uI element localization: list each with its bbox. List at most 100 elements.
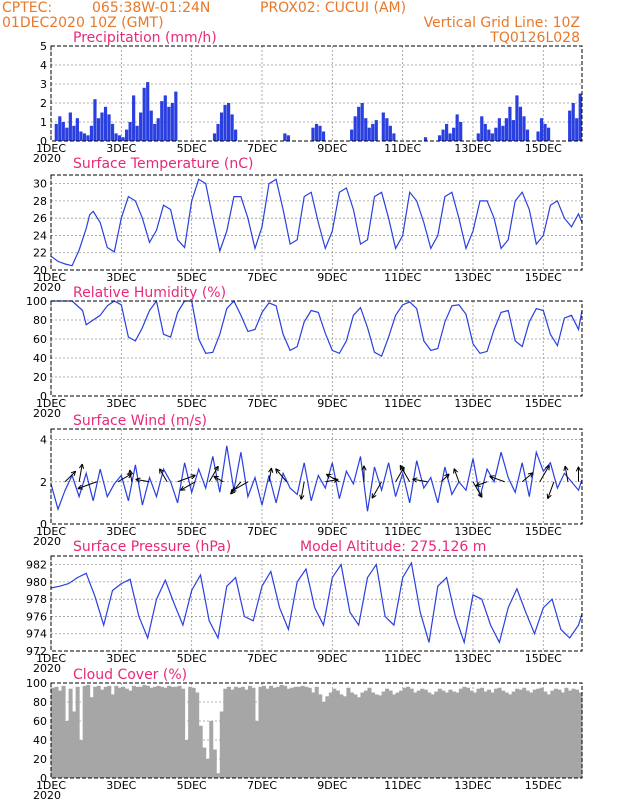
wind-vector-head (489, 475, 495, 477)
cloud-cover-bar (381, 691, 386, 778)
cloud-cover-bar (511, 691, 516, 778)
cloud-cover-bar (230, 689, 235, 778)
cloud-cover-bar (283, 685, 288, 778)
cloud-cover-bar (571, 688, 576, 778)
wind-vector-head (333, 479, 339, 483)
cloud-cover-bar (240, 686, 245, 778)
cloud-cover-bar (61, 685, 66, 778)
precip-bar (487, 129, 491, 141)
cloud-cover-bar (504, 692, 509, 778)
wind-vector-head (399, 464, 405, 469)
precip-bar (153, 123, 157, 141)
precip-year-label: 2020 (33, 152, 61, 165)
cloud-cover-bar (160, 686, 165, 778)
header-coords: 065:38W-01:24N (92, 0, 210, 16)
wind-vector (564, 465, 569, 482)
cloud-ytick-label: 80 (33, 696, 47, 709)
precip-bar (212, 133, 217, 141)
precip-bar (350, 129, 354, 141)
wind-xtick-label: 15DEC (525, 525, 562, 538)
precip-bar (117, 135, 122, 141)
wind-vector (117, 473, 132, 483)
rh-xtick-label: 5DEC (177, 397, 207, 410)
wind-vector (489, 475, 505, 483)
cloud-cover-bar (353, 694, 358, 778)
cloud-xtick-label: 5DEC (177, 779, 207, 792)
wind-vector-head (268, 467, 272, 473)
cloud-cover-bar (272, 687, 277, 778)
precip-bar (156, 118, 160, 141)
precip-bar (518, 106, 523, 141)
wind-vector-head (135, 477, 141, 480)
precip-bar (546, 127, 551, 141)
wind-vector (208, 465, 219, 483)
cloud-year-label: 2020 (33, 789, 61, 800)
precip-bar (110, 123, 115, 141)
temp-ytick-label: 28 (33, 195, 47, 208)
pressure-xtick-label: 15DEC (525, 652, 562, 665)
cloud-cover-bar (494, 688, 499, 778)
wind-vector (453, 468, 460, 482)
temp-ytick-label: 26 (33, 212, 47, 225)
wind-vector-head (159, 468, 164, 473)
pressure-ytick-label: 980 (26, 576, 47, 589)
cloud-cover-bar (349, 692, 354, 778)
precip-bar (476, 133, 480, 141)
wind-vector-head (213, 475, 218, 481)
precip-bar (96, 118, 101, 141)
cloud-cover-bar (258, 686, 263, 778)
precip-bar (167, 106, 171, 141)
cloud-cover-bar (114, 685, 119, 778)
header-station: PROX02: CUCUI (AM) (260, 0, 406, 16)
cloud-cover-bar (167, 685, 172, 778)
cloud-cover-bar (378, 695, 383, 778)
cloud-cover-bar (110, 694, 115, 778)
wind-vector-head (544, 464, 550, 469)
cloud-cover-bar (261, 685, 267, 778)
cloud-cover-bar (388, 690, 393, 778)
wind-xtick-label: 7DEC (247, 525, 277, 538)
cloud-cover-bar (430, 694, 435, 778)
rh-xtick-label: 15DEC (525, 397, 562, 410)
cloud-cover-bar (135, 686, 140, 778)
cloud-cover-bar (423, 689, 428, 778)
precip-bar (72, 125, 76, 141)
cloud-cover-bar (567, 690, 572, 778)
cloud-cover-bar (539, 687, 544, 778)
temp-series-line (50, 178, 583, 267)
wind-vector (135, 478, 150, 483)
cloud-cover-bar (465, 687, 470, 778)
cloud-cover-bar (307, 687, 312, 778)
cloud-cover-bar (560, 692, 565, 778)
precip-bar (103, 106, 108, 141)
cloud-cover-bar (448, 689, 453, 778)
cloud-cover-bar (339, 694, 344, 778)
cloud-ytick-label: 100 (26, 677, 47, 690)
wind-vector-head (299, 494, 302, 500)
precip-xtick-label: 13DEC (454, 142, 491, 155)
cloud-cover-bar (51, 687, 56, 778)
cloud-cover-bar (237, 687, 242, 778)
wind-vector (129, 469, 133, 482)
wind-vector-head (489, 475, 494, 481)
precip-bar (392, 133, 396, 141)
cloud-xtick-label: 9DEC (317, 779, 347, 792)
precip-bar (79, 131, 83, 141)
wind-vector-head (412, 478, 417, 483)
cloud-cover-bar (219, 711, 224, 778)
precip-bar (515, 95, 519, 141)
cloud-cover-bar (269, 685, 274, 778)
wind-vector-head (361, 465, 365, 471)
wind-vector-head (546, 493, 549, 499)
cloud-cover-bar (103, 686, 108, 778)
cloud-cover-bar (518, 689, 523, 778)
cloud-cover-bar (202, 747, 207, 778)
cloud-cover-bar (156, 685, 161, 778)
temp-title: Surface Temperature (nC) (73, 156, 254, 172)
cloud-cover-bar (89, 697, 94, 778)
precip-bar (311, 127, 315, 141)
cloud-cover-bar (251, 687, 256, 778)
cloud-ytick-label: 60 (33, 715, 47, 728)
pressure-series-line (50, 561, 583, 645)
cloud-cover-bar (286, 688, 291, 778)
